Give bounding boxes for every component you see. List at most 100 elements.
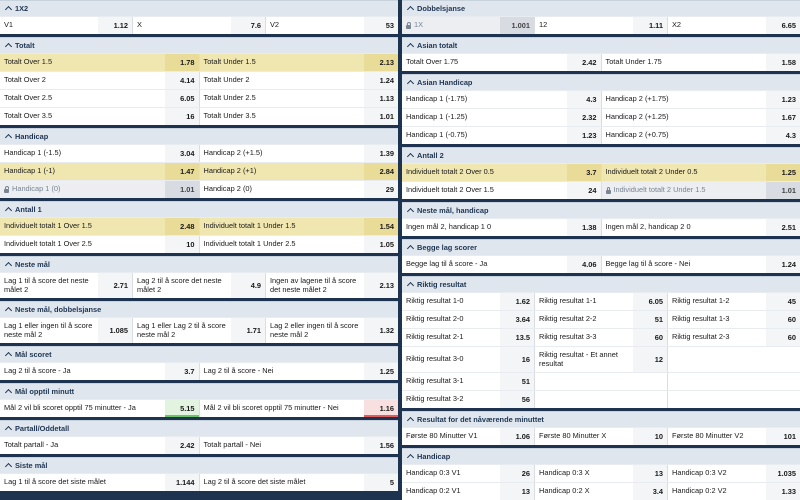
odds-value[interactable]: 10 <box>633 428 667 445</box>
selection-lag-2-eller-ingen-til-a-score-neste-mal-2[interactable]: Lag 2 eller ingen til å score neste mål … <box>265 318 398 343</box>
selection-handicap-1-1-75[interactable]: Handicap 1 (-1.75)4.3 <box>402 91 601 108</box>
odds-value[interactable]: 1.39 <box>364 145 398 162</box>
odds-value[interactable]: 1.11 <box>633 17 667 34</box>
odds-value[interactable]: 3.7 <box>567 164 601 181</box>
market-header[interactable]: Asian Handicap <box>402 74 800 90</box>
odds-value[interactable]: 51 <box>633 311 667 328</box>
market-header[interactable]: Totalt <box>0 37 398 53</box>
selection-ingen-av-lagene-til-a-score-det-neste-malet-2[interactable]: Ingen av lagene til å score det neste må… <box>265 273 398 298</box>
odds-value[interactable]: 1.23 <box>567 127 601 144</box>
odds-value[interactable]: 56 <box>500 391 534 408</box>
odds-value[interactable]: 16 <box>500 347 534 372</box>
odds-value[interactable]: 1.06 <box>500 428 534 445</box>
odds-value[interactable]: 1.001 <box>500 17 534 34</box>
odds-value[interactable]: 24 <box>567 182 601 199</box>
odds-value[interactable]: 1.54 <box>364 218 398 235</box>
market-header[interactable]: Begge lag scorer <box>402 239 800 255</box>
odds-value[interactable]: 2.32 <box>567 109 601 126</box>
odds-value[interactable]: 7.6 <box>231 17 265 34</box>
odds-value[interactable]: 2.48 <box>165 218 199 235</box>
market-header[interactable]: Partall/Oddetall <box>0 420 398 436</box>
odds-value[interactable]: 53 <box>364 17 398 34</box>
odds-value[interactable]: 3.7 <box>165 363 199 380</box>
odds-value[interactable]: 1.38 <box>567 219 601 236</box>
odds-value[interactable]: 51 <box>500 373 534 390</box>
odds-value[interactable]: 60 <box>766 329 800 346</box>
selection-lag-1-eller-lag-2-til-a-score-neste-mal-2[interactable]: Lag 1 eller Lag 2 til å score neste mål … <box>132 318 265 343</box>
odds-value[interactable]: 1.24 <box>766 256 800 273</box>
odds-value[interactable]: 29 <box>364 181 398 198</box>
odds-value[interactable]: 1.01 <box>165 181 199 198</box>
market-header[interactable]: Dobbelsjanse <box>402 0 800 16</box>
odds-value[interactable]: 1.13 <box>364 90 398 107</box>
odds-value[interactable]: 2.42 <box>165 437 199 454</box>
selection-handicap-1-1-25[interactable]: Handicap 1 (-1.25)2.32 <box>402 109 601 126</box>
selection-handicap-2-1-25[interactable]: Handicap 2 (+1.25)1.67 <box>601 109 800 126</box>
selection-handicap-2-1[interactable]: Handicap 2 (+1)2.84 <box>199 163 399 180</box>
odds-value[interactable]: 1.16 <box>364 400 398 417</box>
odds-value[interactable]: 6.05 <box>633 293 667 310</box>
market-header[interactable]: Antall 1 <box>0 201 398 217</box>
market-header[interactable]: Neste mål, handicap <box>402 202 800 218</box>
odds-value[interactable]: 2.42 <box>567 54 601 71</box>
odds-value[interactable]: 16 <box>165 108 199 125</box>
odds-value[interactable]: 1.33 <box>766 483 800 500</box>
market-header[interactable]: Neste mål <box>0 256 398 272</box>
odds-value[interactable]: 12 <box>633 347 667 372</box>
odds-value[interactable]: 4.14 <box>165 72 199 89</box>
market-header[interactable]: Handicap <box>402 448 800 464</box>
odds-value[interactable]: 1.01 <box>364 108 398 125</box>
odds-value[interactable]: 1.67 <box>766 109 800 126</box>
odds-value[interactable]: 2.71 <box>98 273 132 298</box>
odds-value[interactable]: 2.13 <box>364 273 398 298</box>
odds-value[interactable]: 4.3 <box>766 127 800 144</box>
odds-value[interactable]: 5.15 <box>165 400 199 417</box>
odds-value[interactable]: 1.56 <box>364 437 398 454</box>
market-header[interactable]: Handicap <box>0 128 398 144</box>
odds-value[interactable]: 101 <box>766 428 800 445</box>
market-header[interactable]: Siste mål <box>0 457 398 473</box>
odds-value[interactable]: 6.05 <box>165 90 199 107</box>
odds-value[interactable]: 6.65 <box>766 17 800 34</box>
selection-handicap-2-0-75[interactable]: Handicap 2 (+0.75)4.3 <box>601 127 800 144</box>
odds-value[interactable]: 13 <box>500 483 534 500</box>
odds-value[interactable]: 60 <box>766 311 800 328</box>
odds-value[interactable]: 1.78 <box>165 54 199 71</box>
odds-value[interactable]: 1.58 <box>766 54 800 71</box>
market-header[interactable]: Mål scoret <box>0 346 398 362</box>
market-header[interactable]: Mål opptil minutt <box>0 383 398 399</box>
odds-value[interactable]: 1.47 <box>165 163 199 180</box>
odds-value[interactable]: 1.23 <box>766 91 800 108</box>
odds-value[interactable]: 3.04 <box>165 145 199 162</box>
